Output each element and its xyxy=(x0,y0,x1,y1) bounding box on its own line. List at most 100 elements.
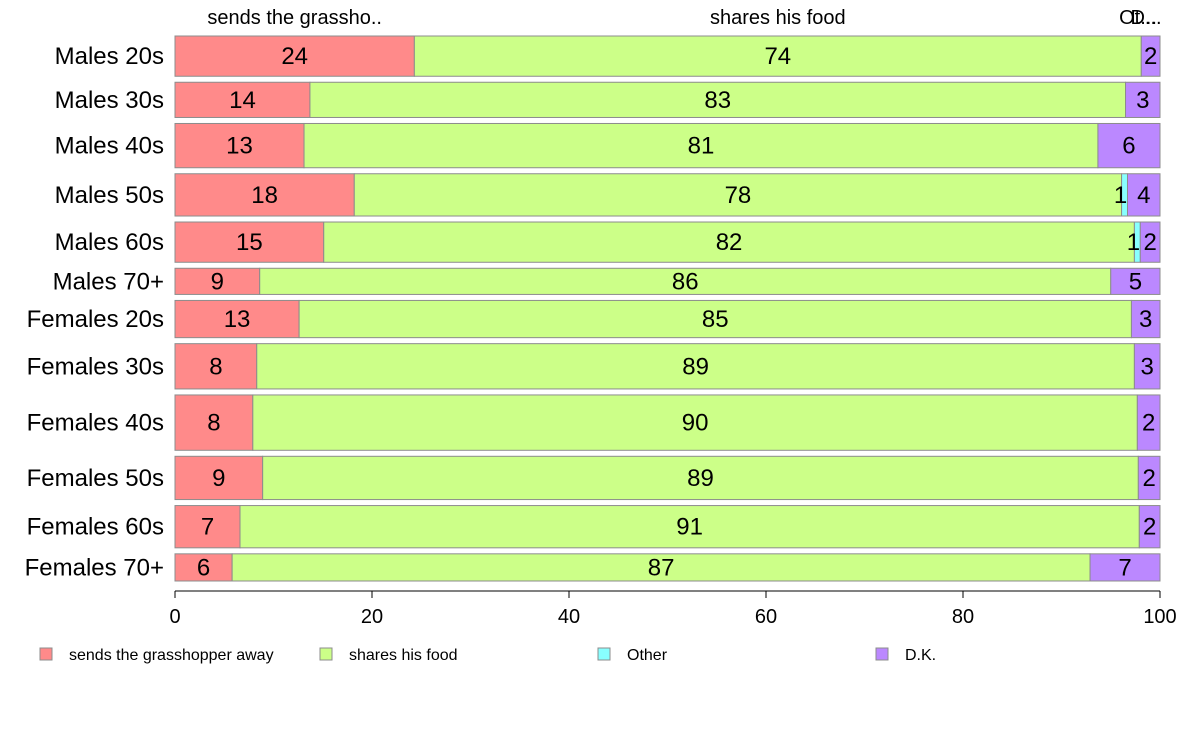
bar-segment xyxy=(413,35,1142,77)
bar-segment xyxy=(252,394,1138,451)
bar-segment xyxy=(1125,81,1161,118)
category-label: Females 20s xyxy=(27,306,164,333)
bar-segment xyxy=(174,173,355,217)
bar-segment xyxy=(256,343,1135,390)
bar-segment xyxy=(239,505,1140,549)
category-label: Females 70+ xyxy=(25,554,164,581)
bar-segment xyxy=(309,81,1127,118)
category-label: Males 60s xyxy=(55,229,164,256)
bar-segment xyxy=(353,173,1123,217)
data-label: 18 xyxy=(251,182,278,209)
data-label: 3 xyxy=(1141,353,1154,380)
data-label: 9 xyxy=(212,465,225,492)
x-tick-label: 0 xyxy=(169,606,180,628)
category-label: Males 20s xyxy=(55,43,164,70)
bar-segment xyxy=(231,553,1091,582)
bar-segment xyxy=(174,343,258,390)
data-label: 7 xyxy=(201,514,214,541)
legend-swatch xyxy=(875,647,889,661)
data-label: 2 xyxy=(1143,229,1156,256)
data-label: 89 xyxy=(682,353,709,380)
bar-segment xyxy=(174,81,311,118)
x-tick-label: 40 xyxy=(558,606,580,628)
legend-label: D.K. xyxy=(905,647,936,664)
data-label: 87 xyxy=(648,554,675,581)
data-label: 13 xyxy=(224,306,251,333)
category-label: Females 40s xyxy=(27,410,164,437)
data-label: 6 xyxy=(1122,133,1135,160)
bar-segment xyxy=(174,122,305,169)
data-label: 4 xyxy=(1137,182,1150,209)
bar-segment xyxy=(323,221,1135,263)
data-label: 5 xyxy=(1129,268,1142,295)
legend-swatch xyxy=(39,647,53,661)
bar-segment xyxy=(174,394,254,451)
data-label: 2 xyxy=(1143,514,1156,541)
bar-segment xyxy=(174,553,233,582)
data-label: 9 xyxy=(211,268,224,295)
data-label: 89 xyxy=(687,465,714,492)
bar-segment xyxy=(1137,455,1161,501)
data-label: 85 xyxy=(702,306,729,333)
data-label: 6 xyxy=(197,554,210,581)
data-label: 82 xyxy=(716,229,743,256)
bar-segment xyxy=(262,455,1139,501)
x-tick-label: 100 xyxy=(1143,606,1176,628)
top-series-label: D... xyxy=(1130,7,1161,29)
bar-segment xyxy=(259,267,1112,295)
bar-segment xyxy=(1130,299,1161,339)
data-label: 74 xyxy=(764,43,791,70)
data-label: 1 xyxy=(1127,229,1140,256)
data-label: 8 xyxy=(209,353,222,380)
bar-segment xyxy=(174,267,261,295)
top-series-label: shares his food xyxy=(710,7,846,29)
bar-segment xyxy=(174,221,325,263)
data-label: 3 xyxy=(1139,306,1152,333)
data-label: 83 xyxy=(704,87,731,114)
data-label: 8 xyxy=(207,410,220,437)
data-label: 90 xyxy=(682,410,709,437)
data-label: 86 xyxy=(672,268,699,295)
category-label: Females 60s xyxy=(27,514,164,541)
legend-label: Other xyxy=(627,647,668,664)
bar-segment xyxy=(174,505,241,549)
data-label: 2 xyxy=(1144,43,1157,70)
category-label: Males 40s xyxy=(55,133,164,160)
data-label: 24 xyxy=(281,43,308,70)
data-label: 14 xyxy=(229,87,256,114)
bar-segment xyxy=(1110,267,1161,295)
data-label: 13 xyxy=(226,133,253,160)
data-label: 3 xyxy=(1136,87,1149,114)
top-series-label: sends the grassho.. xyxy=(207,7,382,29)
bar-segment xyxy=(1140,35,1161,77)
category-label: Females 30s xyxy=(27,353,164,380)
legend-label: sends the grasshopper away xyxy=(69,647,274,664)
data-label: 15 xyxy=(236,229,263,256)
data-label: 78 xyxy=(725,182,752,209)
bar-segment xyxy=(303,122,1099,169)
bar-segment xyxy=(1089,553,1161,582)
legend-swatch xyxy=(319,647,333,661)
x-tick-label: 80 xyxy=(952,606,974,628)
bar-segment xyxy=(174,299,300,339)
legend-swatch xyxy=(597,647,611,661)
bar-segment xyxy=(1139,221,1161,263)
data-label: 7 xyxy=(1118,554,1131,581)
bar-segment xyxy=(1136,394,1161,451)
bar-segment xyxy=(1097,122,1161,169)
bar-segment xyxy=(1126,173,1161,217)
bar-segment xyxy=(174,455,264,501)
data-label: 1 xyxy=(1114,182,1127,209)
data-label: 2 xyxy=(1142,465,1155,492)
data-label: 81 xyxy=(688,133,715,160)
legend-label: shares his food xyxy=(349,647,458,664)
bar-segment xyxy=(298,299,1132,339)
x-tick-label: 20 xyxy=(361,606,383,628)
top-series-label: Ot... xyxy=(1119,7,1157,29)
bar-segment xyxy=(1133,343,1161,390)
category-label: Males 70+ xyxy=(53,268,164,295)
category-label: Males 50s xyxy=(55,182,164,209)
data-label: 2 xyxy=(1142,410,1155,437)
category-label: Females 50s xyxy=(27,465,164,492)
